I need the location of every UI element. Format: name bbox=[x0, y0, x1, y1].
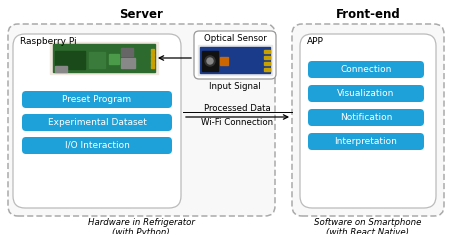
FancyBboxPatch shape bbox=[13, 34, 181, 208]
Circle shape bbox=[207, 58, 213, 64]
Bar bbox=[151, 49, 154, 52]
Bar bbox=[151, 57, 154, 60]
Text: Experimental Dataset: Experimental Dataset bbox=[48, 118, 146, 127]
Bar bbox=[89, 52, 105, 68]
Bar bbox=[151, 53, 154, 56]
FancyBboxPatch shape bbox=[22, 114, 172, 131]
Text: Front-end: Front-end bbox=[336, 8, 400, 21]
Bar bbox=[109, 54, 119, 64]
Bar bbox=[264, 50, 270, 53]
Text: I/O Interaction: I/O Interaction bbox=[64, 141, 130, 150]
Bar bbox=[50, 42, 158, 74]
Text: Software on Smartphone
(with React Native): Software on Smartphone (with React Nativ… bbox=[314, 218, 422, 234]
Text: Interpretation: Interpretation bbox=[334, 137, 397, 146]
Bar bbox=[198, 45, 272, 75]
FancyBboxPatch shape bbox=[22, 137, 172, 154]
Bar bbox=[53, 44, 155, 72]
Text: Wi-Fi Connection: Wi-Fi Connection bbox=[201, 118, 273, 127]
Text: Raspberry Pi: Raspberry Pi bbox=[20, 37, 76, 46]
Text: Visualization: Visualization bbox=[338, 89, 395, 98]
Bar bbox=[121, 58, 135, 68]
Bar bbox=[121, 48, 133, 56]
FancyBboxPatch shape bbox=[308, 61, 424, 78]
Bar bbox=[202, 51, 218, 71]
FancyBboxPatch shape bbox=[194, 31, 276, 79]
Bar bbox=[55, 66, 67, 72]
FancyBboxPatch shape bbox=[22, 91, 172, 108]
Text: Input Signal: Input Signal bbox=[209, 82, 261, 91]
Text: Notification: Notification bbox=[340, 113, 392, 122]
Text: Server: Server bbox=[119, 8, 163, 21]
FancyBboxPatch shape bbox=[308, 133, 424, 150]
Text: Hardware in Refrigerator
(with Python): Hardware in Refrigerator (with Python) bbox=[88, 218, 194, 234]
FancyBboxPatch shape bbox=[292, 24, 444, 216]
Circle shape bbox=[205, 56, 215, 66]
Bar bbox=[220, 57, 228, 65]
Text: Optical Sensor: Optical Sensor bbox=[203, 34, 266, 43]
FancyBboxPatch shape bbox=[308, 85, 424, 102]
Text: Preset Program: Preset Program bbox=[63, 95, 131, 104]
Bar bbox=[151, 65, 154, 68]
FancyBboxPatch shape bbox=[308, 109, 424, 126]
Bar bbox=[200, 47, 270, 73]
Bar bbox=[55, 51, 85, 69]
Text: APP: APP bbox=[307, 37, 324, 46]
FancyBboxPatch shape bbox=[8, 24, 275, 216]
FancyBboxPatch shape bbox=[300, 34, 436, 208]
Bar bbox=[264, 68, 270, 71]
Text: Connection: Connection bbox=[340, 65, 392, 74]
Bar bbox=[151, 61, 154, 64]
Bar bbox=[264, 56, 270, 59]
Bar bbox=[264, 62, 270, 65]
Text: Processed Data: Processed Data bbox=[203, 104, 270, 113]
